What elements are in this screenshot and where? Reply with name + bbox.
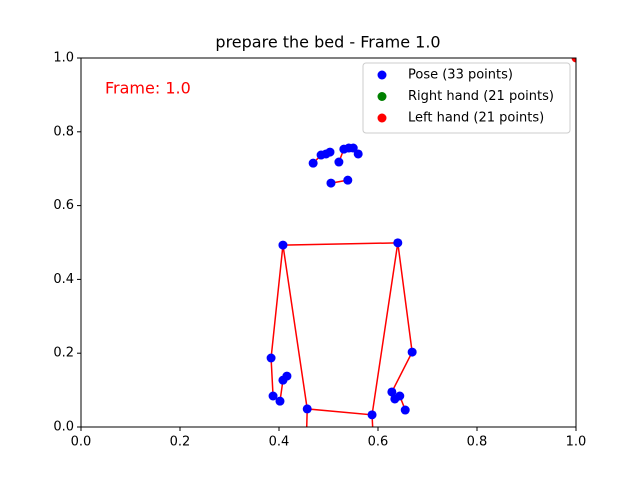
y-tick-label: 0.2 <box>53 346 74 361</box>
x-tick-label: 1.0 <box>566 435 587 450</box>
point <box>266 353 276 363</box>
chart-title: prepare the bed - Frame 1.0 <box>215 33 440 52</box>
legend-marker <box>377 70 387 80</box>
x-tick-label: 0.8 <box>467 435 488 450</box>
plot-area <box>266 58 576 427</box>
point <box>393 238 403 248</box>
x-tick-label: 0.0 <box>71 435 92 450</box>
legend-box <box>362 62 571 134</box>
y-tick-label: 1.0 <box>53 51 74 66</box>
legend-label: Left hand (21 points) <box>408 111 544 126</box>
point <box>395 391 405 401</box>
point <box>326 178 336 188</box>
y-tick-label: 0.6 <box>53 198 74 213</box>
y-tick-label: 0.8 <box>53 124 74 139</box>
point <box>343 175 353 185</box>
annotation: Frame: 1.0 <box>105 79 191 98</box>
legend-marker <box>377 92 387 101</box>
point <box>308 158 318 168</box>
point <box>302 404 312 414</box>
y-tick-label: 0.4 <box>53 272 74 287</box>
legend-label: Pose (33 points) <box>408 68 513 83</box>
point <box>348 143 358 153</box>
point <box>353 149 363 159</box>
point <box>407 347 417 357</box>
axes-frame <box>80 57 577 428</box>
point <box>278 240 288 250</box>
point <box>334 157 344 167</box>
point <box>571 58 576 63</box>
x-tick-label: 0.4 <box>269 435 290 450</box>
legend: Pose (33 points) Right hand (21 points) Le… <box>362 62 571 134</box>
point <box>268 391 278 401</box>
point <box>367 410 377 420</box>
point <box>325 147 335 157</box>
point <box>387 387 397 397</box>
y-tick-label: 0.0 <box>53 420 74 435</box>
point <box>282 371 292 381</box>
x-tick-label: 0.2 <box>170 435 191 450</box>
x-tick-label: 0.6 <box>368 435 389 450</box>
point <box>275 396 285 406</box>
legend-marker <box>377 113 387 123</box>
point <box>400 405 410 415</box>
legend-label: Right hand (21 points) <box>408 89 554 104</box>
